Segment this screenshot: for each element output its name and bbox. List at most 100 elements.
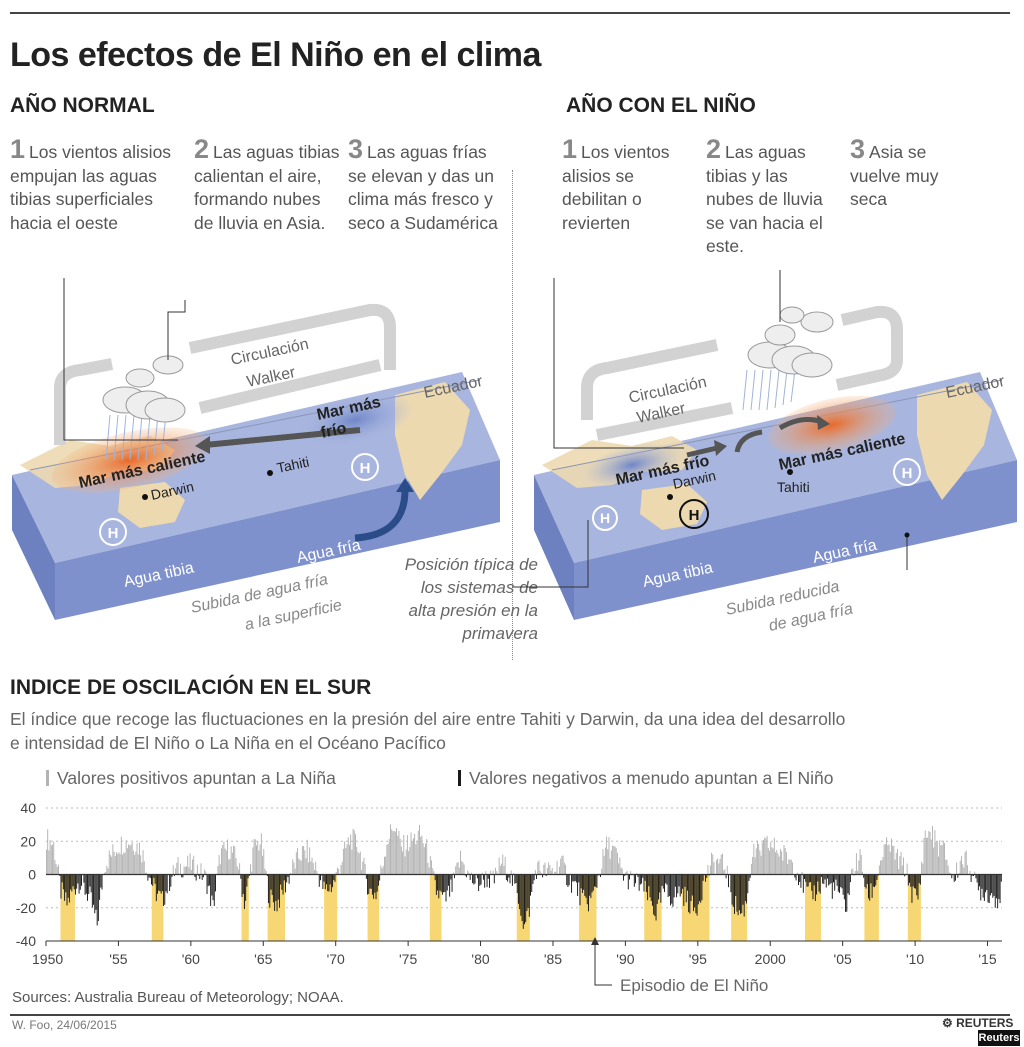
soi-bar	[971, 874, 973, 876]
soi-bar	[787, 863, 789, 875]
soi-bar	[942, 840, 944, 875]
soi-bar	[239, 863, 241, 875]
soi-bar	[190, 869, 192, 875]
soi-bar	[259, 844, 261, 875]
soi-bar	[777, 853, 779, 875]
soi-bar	[976, 874, 978, 883]
soi-bar	[527, 874, 529, 909]
soi-bar	[248, 874, 250, 877]
soi-bar	[112, 844, 114, 875]
soi-bar	[353, 830, 355, 875]
soi-bar	[181, 874, 183, 878]
soi-bar	[691, 874, 693, 896]
soi-bar	[894, 859, 896, 875]
soi-bar	[842, 874, 844, 895]
soi-bar	[113, 851, 115, 875]
soi-bar	[374, 874, 376, 893]
soi-bar	[206, 874, 208, 895]
soi-bar	[649, 874, 651, 898]
bottom-rule	[10, 1014, 1010, 1016]
soi-bar	[584, 874, 586, 896]
soi-bar	[213, 874, 215, 906]
soi-bar	[364, 863, 366, 875]
ocean-front	[55, 460, 500, 620]
soi-bar	[802, 874, 804, 893]
soi-bar	[55, 864, 57, 875]
soi-bar	[766, 835, 768, 875]
soi-bar	[614, 846, 616, 875]
x-tick-label: '60	[182, 951, 200, 967]
soi-bar	[941, 845, 943, 875]
soi-bar	[288, 874, 290, 884]
soi-bar	[594, 874, 595, 887]
soi-bar	[563, 862, 565, 875]
x-tick-label: '15	[978, 951, 996, 967]
soi-bar	[577, 874, 579, 896]
soi-bar	[132, 850, 134, 875]
soi-bar	[985, 874, 987, 893]
soi-bar	[399, 838, 401, 875]
soi-bar	[398, 830, 400, 875]
soi-bar	[183, 866, 185, 875]
soi-bar	[750, 863, 752, 875]
soi-bar	[778, 856, 780, 875]
soi-bar	[555, 871, 557, 875]
soi-bar	[519, 874, 521, 910]
soi-bar	[915, 874, 917, 889]
soi-bar	[166, 874, 168, 894]
soi-bar	[286, 874, 288, 883]
soi-bar	[311, 857, 313, 875]
soi-bar	[58, 864, 60, 875]
soi-bar	[903, 857, 904, 875]
soi-bar	[379, 874, 381, 881]
soi-bar	[970, 874, 972, 882]
soi-bar	[654, 874, 656, 917]
soi-bar	[810, 874, 812, 883]
x-tick-label: '55	[109, 951, 127, 967]
soi-bar	[484, 874, 486, 888]
soi-bar	[855, 853, 857, 875]
soi-bar	[341, 861, 343, 875]
soi-bar	[657, 874, 659, 900]
soi-bar	[177, 857, 179, 875]
soi-bar	[969, 870, 971, 875]
soi-bar	[161, 874, 163, 892]
soi-bar	[782, 860, 784, 875]
soi-bar	[664, 874, 665, 893]
soi-bar	[717, 858, 719, 875]
soi-bar	[690, 874, 692, 901]
soi-bar	[342, 848, 344, 875]
soi-bar	[452, 872, 454, 875]
soi-bar	[146, 872, 148, 875]
soi-bar	[107, 868, 109, 875]
soi-bar	[380, 865, 382, 875]
soi-bar	[624, 874, 626, 876]
soi-bar	[225, 850, 227, 875]
soi-bar	[898, 869, 900, 875]
soi-bar	[688, 874, 690, 913]
soi-bar	[73, 874, 75, 890]
soi-bar	[880, 860, 882, 875]
soi-bar	[355, 833, 356, 875]
australia-land	[640, 484, 707, 530]
soi-bar	[785, 851, 787, 875]
soi-bar	[186, 866, 187, 875]
soi-bar	[179, 863, 181, 875]
soi-bar	[806, 874, 808, 887]
soi-bar	[586, 874, 588, 905]
soi-bar	[772, 848, 774, 875]
soi-bar	[505, 874, 507, 880]
soi-bar	[119, 853, 121, 875]
svg-text:H: H	[600, 510, 610, 526]
soi-bar	[661, 874, 663, 886]
darwin-dot	[667, 494, 673, 500]
soi-bar	[871, 874, 873, 898]
soi-bar	[480, 874, 482, 885]
soi-bar	[62, 874, 64, 890]
soi-bar	[559, 866, 560, 875]
soi-bar	[653, 874, 655, 915]
svg-text:H: H	[689, 507, 700, 524]
soi-bar	[496, 871, 498, 875]
soi-bar	[356, 846, 358, 875]
soi-bar	[194, 874, 196, 878]
